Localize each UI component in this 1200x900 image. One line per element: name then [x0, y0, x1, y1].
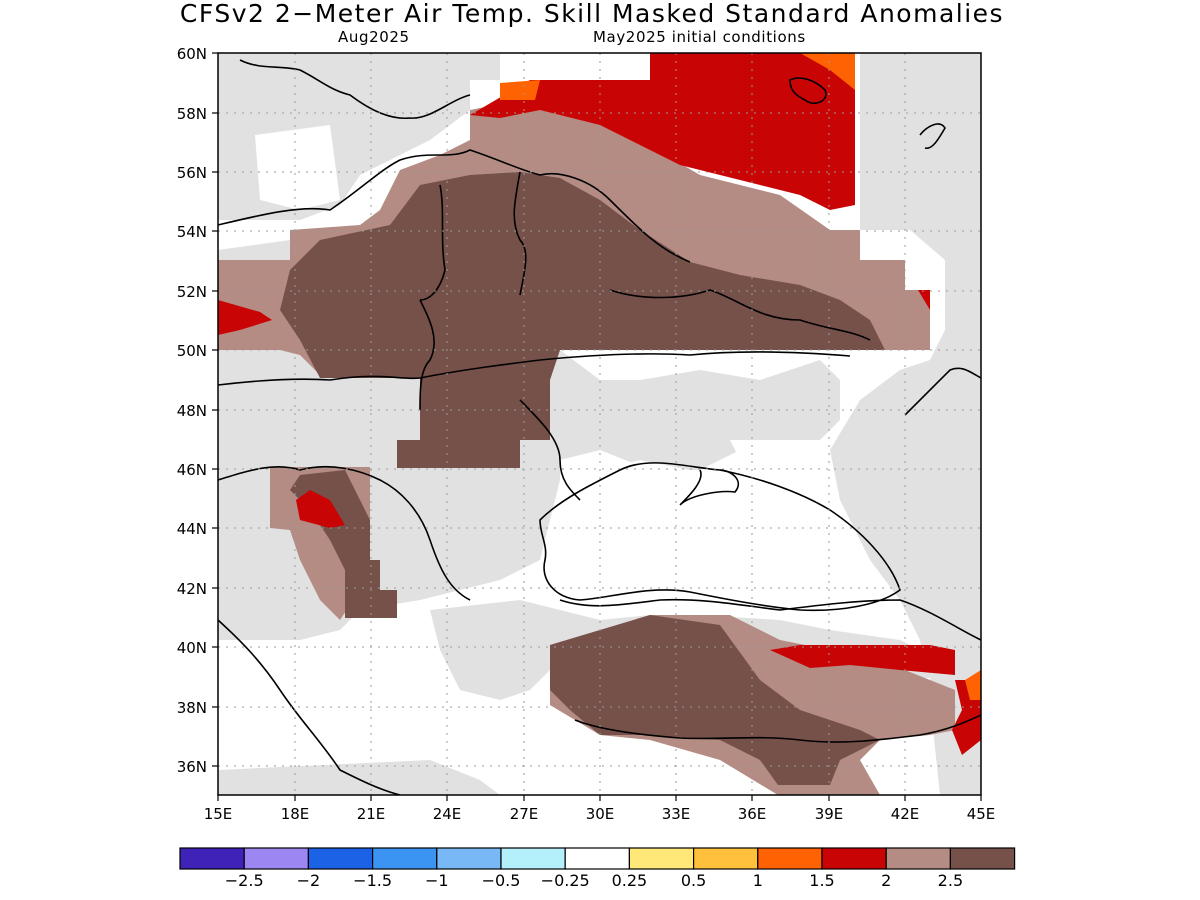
colorbar-swatch	[692, 847, 759, 870]
colorbar-swatch	[500, 847, 566, 870]
lat-label: 36N	[177, 758, 207, 776]
lon-label: 21E	[357, 805, 386, 823]
lon-label: 33E	[662, 805, 691, 823]
lat-label: 46N	[177, 461, 207, 479]
colorbar-label: −1	[425, 871, 449, 890]
colorbar-swatch	[436, 847, 502, 870]
lon-label: 27E	[510, 805, 539, 823]
coastlines-and-borders	[218, 59, 981, 795]
colorbar-swatch	[372, 847, 438, 870]
colorbar-swatch	[307, 847, 374, 870]
anomaly-2-to-2p5-regions	[218, 53, 981, 755]
valid-month-label: Aug2025	[338, 28, 410, 46]
lon-label: 24E	[433, 805, 462, 823]
axis-ticks	[212, 52, 982, 801]
lat-label: 60N	[177, 45, 207, 63]
latitude-labels: 60N 58N 56N 54N 52N 50N 48N 46N 44N 42N …	[177, 45, 207, 776]
lat-label: 50N	[177, 342, 207, 360]
colorbar-label: 1	[753, 871, 763, 890]
colorbar-label: 2.5	[938, 871, 963, 890]
colorbar-label: −2	[297, 871, 321, 890]
colorbar-swatch	[179, 847, 245, 870]
lat-label: 52N	[177, 283, 207, 301]
colorbar-label: 0.5	[681, 871, 706, 890]
lon-label: 42E	[891, 805, 920, 823]
colorbar-label: 0.25	[612, 871, 648, 890]
colorbar-swatch	[628, 847, 695, 870]
lon-label: 39E	[815, 805, 844, 823]
lat-label: 56N	[177, 164, 207, 182]
init-conditions-label: May2025 initial conditions	[593, 28, 806, 46]
colorbar-swatch	[757, 847, 823, 870]
colorbar-swatch	[885, 847, 952, 870]
lon-label: 30E	[586, 805, 615, 823]
map-title: CFSv2 2−Meter Air Temp. Skill Masked Sta…	[179, 0, 1005, 28]
lat-label: 38N	[177, 699, 207, 717]
colorbar-label: −1.5	[353, 871, 392, 890]
longitude-labels: 15E 18E 21E 24E 27E 30E 33E 36E 39E 42E …	[204, 805, 996, 823]
map-field	[218, 53, 981, 795]
lat-label: 42N	[177, 580, 207, 598]
colorbar-label: 2	[881, 871, 891, 890]
colorbar-label: −2.5	[225, 871, 264, 890]
colorbar-swatch	[949, 847, 1016, 870]
lat-label: 54N	[177, 223, 207, 241]
lon-label: 36E	[738, 805, 767, 823]
anomaly-1p5-to-2-regions	[500, 53, 981, 700]
colorbar: −2.5 −2 −1.5 −1 −0.5 −0.25 0.25 0.5 1 1.5 2 2.5	[179, 847, 1016, 890]
colorbar-swatch	[821, 847, 887, 870]
colorbar-label: −0.5	[482, 871, 521, 890]
colorbar-swatch	[564, 847, 631, 870]
colorbar-label: 1.5	[809, 871, 834, 890]
lat-label: 48N	[177, 402, 207, 420]
lon-label: 15E	[204, 805, 233, 823]
colorbar-swatch	[243, 847, 309, 870]
lat-label: 44N	[177, 520, 207, 538]
lon-label: 45E	[967, 805, 996, 823]
colorbar-label: −0.25	[541, 871, 590, 890]
lat-label: 58N	[177, 105, 207, 123]
lat-label: 40N	[177, 639, 207, 657]
lon-label: 18E	[281, 805, 310, 823]
